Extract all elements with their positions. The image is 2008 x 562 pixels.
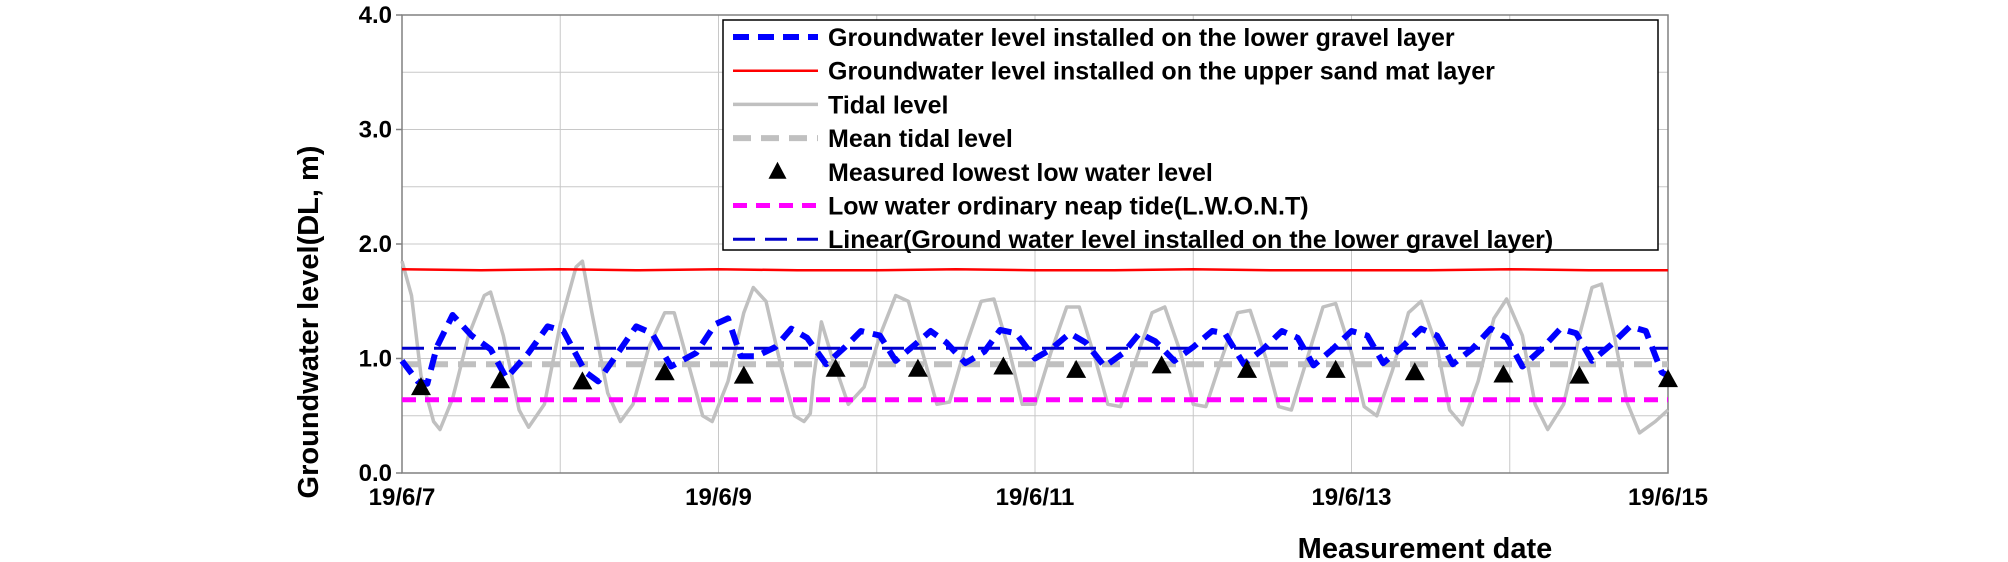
y-tick-label: 0.0	[359, 460, 392, 487]
lowest-low-water-marker	[1237, 359, 1258, 378]
legend-label: Linear(Ground water level installed on t…	[828, 226, 1553, 254]
lowest-low-water-marker	[654, 362, 675, 381]
lowest-low-water-marker	[1151, 355, 1172, 374]
lowest-low-water-marker	[825, 358, 846, 377]
x-tick-label: 19/6/7	[369, 484, 436, 511]
lowest-low-water-marker	[1658, 369, 1678, 388]
lowest-low-water-marker	[1493, 364, 1514, 383]
series-lower-gravel	[399, 312, 1670, 387]
lowest-low-water-marker	[733, 365, 754, 384]
y-axis-ticks: 0.0 1.0 2.0 3.0 4.0	[359, 2, 402, 487]
lowest-low-water-marker	[993, 356, 1014, 375]
legend-box	[722, 19, 1659, 251]
legend-label: Measured lowest low water level	[828, 159, 1213, 187]
legend-swatch-marker	[768, 161, 787, 179]
legend-label: Tidal level	[828, 91, 948, 119]
x-tick-label: 19/6/13	[1311, 484, 1391, 511]
y-tick-label: 3.0	[359, 117, 392, 144]
legend-entries: Groundwater level installed on the lower…	[733, 24, 1553, 254]
series-upper-sand	[401, 267, 1668, 272]
legend: Groundwater level installed on the lower…	[722, 19, 1659, 254]
lowest-low-water-marker	[1066, 359, 1087, 378]
series-tidal	[400, 259, 1670, 435]
x-tick-label: 19/6/11	[996, 484, 1075, 511]
lowest-low-water-marker	[572, 371, 593, 390]
legend-label: Mean tidal level	[828, 125, 1013, 153]
lowest-low-water-marker	[1569, 365, 1590, 384]
x-axis-ticks: 19/6/7 19/6/9 19/6/11 19/6/13 19/6/15	[369, 484, 1708, 511]
lowest-low-water-marker	[1404, 362, 1425, 381]
lowest-low-water-marker	[490, 370, 511, 389]
legend-label: Groundwater level installed on the upper…	[828, 58, 1495, 86]
legend-label: Groundwater level installed on the lower…	[828, 24, 1455, 52]
lowest-low-water-marker	[907, 358, 928, 377]
series-layer	[399, 259, 1678, 435]
lowest-low-water-marker	[410, 377, 431, 396]
y-tick-label: 2.0	[359, 231, 392, 258]
x-tick-label: 19/6/15	[1628, 484, 1708, 511]
y-axis-title: Groundwater level(DL, m)	[293, 146, 325, 499]
y-tick-label: 1.0	[359, 346, 392, 373]
y-tick-label: 4.0	[359, 2, 392, 29]
legend-label: Low water ordinary neap tide(L.W.O.N.T)	[828, 193, 1309, 221]
x-tick-label: 19/6/9	[685, 484, 752, 511]
x-axis-title: Measurement date	[1298, 533, 1553, 562]
lowest-low-water-marker	[1325, 359, 1346, 378]
